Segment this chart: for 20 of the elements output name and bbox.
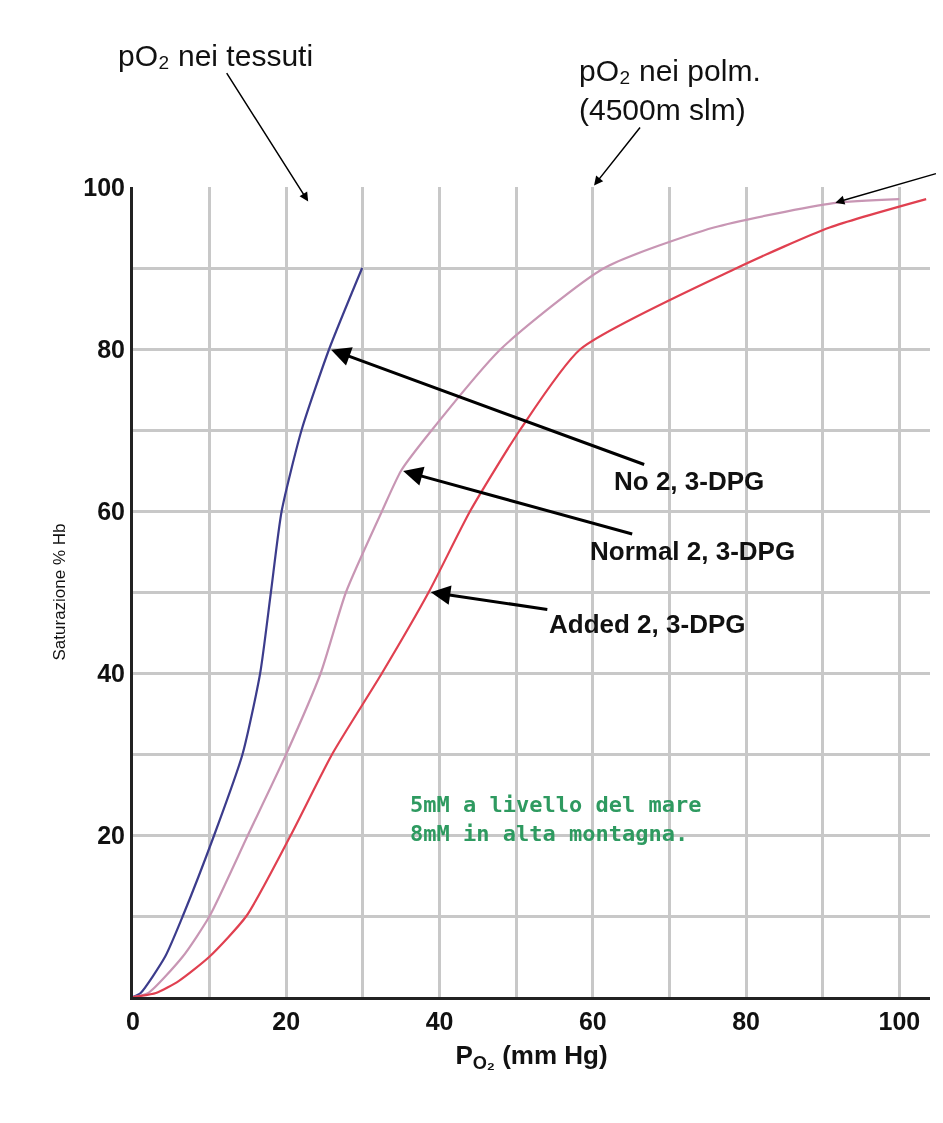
x-axis-title: P$_{O₂}$ (mm Hg) — [455, 1039, 608, 1074]
y-axis-title: Saturazione % Hb — [49, 523, 69, 661]
text: pO₂ nei tessuti — [118, 39, 314, 72]
x-tick-label: 80 — [732, 1007, 760, 1035]
x-tick-label: 40 — [425, 1007, 454, 1035]
y-tick-label: 40 — [97, 658, 125, 687]
text: pO₂ nei polm. (4500m slm) — [579, 54, 761, 126]
line-series — [133, 266, 364, 997]
annotation: Added 2, 3-DPG — [549, 609, 746, 639]
y-tick-label: 20 — [97, 820, 125, 849]
annotation: 5mM a livello del mare 8mM in alta montagna. — [410, 792, 702, 846]
annotation: No 2, 3-DPG — [614, 466, 765, 496]
x-tick-label: 100 — [878, 1007, 921, 1035]
x-tick-label: 20 — [272, 1007, 301, 1035]
x-tick-label: 60 — [578, 1007, 607, 1035]
y-tick-label: 60 — [97, 496, 125, 525]
y-tick-label: 80 — [97, 334, 125, 363]
x-tick-label: 0 — [126, 1007, 140, 1035]
annotation: Normal 2, 3-DPG — [590, 536, 796, 566]
y-tick-label: 100 — [83, 172, 125, 201]
